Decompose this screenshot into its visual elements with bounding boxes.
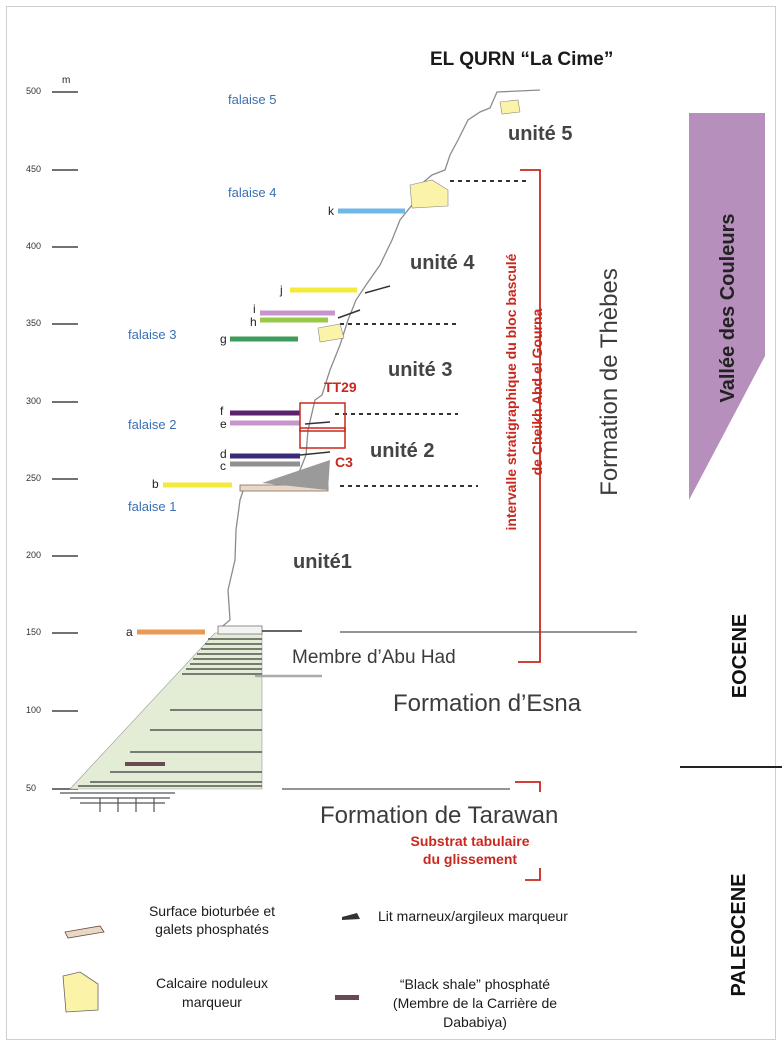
membre-abu-had: Membre d’Abu Had	[292, 647, 456, 668]
dashed-lines	[335, 180, 528, 487]
falaise-1-label: falaise 1	[128, 499, 177, 514]
marker-j: j	[280, 283, 283, 297]
tick-250: 250	[26, 473, 42, 483]
legend-calcaire-icon	[62, 971, 99, 1013]
tick-450: 450	[26, 164, 42, 174]
vallee-arrow	[689, 113, 765, 500]
c3-label: C3	[335, 454, 353, 470]
scale-unit: m	[62, 75, 71, 86]
legend-black-shale-line-3: Dababiya)	[443, 1014, 507, 1030]
unite-1-label: unité1	[293, 551, 352, 573]
marker-i: i	[253, 302, 256, 316]
formation-thebes: Formation de Thèbes	[596, 268, 623, 496]
marl-lit	[299, 451, 331, 456]
marker-c: c	[220, 459, 226, 473]
legend-black-shale-line-1: “Black shale” phosphaté	[399, 976, 551, 992]
legend-black-shale-icon	[335, 995, 359, 1000]
substrat-line-1: Substrat tabulaire	[410, 833, 530, 849]
tick-350: 350	[26, 318, 42, 328]
esna-lithology-lines	[78, 638, 262, 787]
intervalle-line-2: de Cheikh Abd el Gourna	[529, 308, 545, 476]
marl-lit	[364, 285, 391, 294]
marl-lit	[337, 309, 361, 319]
yellow-bed-unite3	[317, 323, 345, 343]
tick-300: 300	[26, 396, 42, 406]
yellow-bed-falaise4	[409, 179, 449, 209]
legend-lit-label: Lit marneux/argileux marqueur	[378, 908, 568, 924]
marker-d: d	[220, 447, 227, 461]
substrat-bracket	[515, 781, 541, 792]
tick-150: 150	[26, 627, 42, 637]
interval-bracket	[518, 169, 541, 663]
unite-2-label: unité 2	[370, 440, 435, 462]
c3-box	[299, 427, 346, 449]
formation-esna: Formation d’Esna	[393, 690, 582, 717]
tick-200: 200	[26, 550, 42, 560]
legend-bioturbee-icon	[64, 925, 105, 939]
marl-lit	[304, 421, 331, 425]
paleocene-label: PALEOCENE	[728, 873, 750, 997]
abu-had-band	[217, 625, 263, 635]
tt29-label: TT29	[324, 379, 357, 395]
legend-lit-icon	[342, 913, 360, 920]
esna-wedge	[69, 632, 263, 790]
legend-calcaire-line-2: marqueur	[182, 994, 242, 1010]
vallee-des-couleurs-label: Vallée des Couleurs	[717, 213, 739, 403]
substrat-line-2: du glissement	[422, 851, 518, 867]
marker-h: h	[250, 315, 257, 329]
formation-tarawan: Formation de Tarawan	[320, 802, 559, 829]
falaise-3-label: falaise 3	[128, 327, 177, 342]
unite-3-label: unité 3	[388, 359, 453, 381]
unite2-marl-fan	[262, 460, 330, 490]
yellow-bed-unite5	[499, 99, 521, 115]
legend-bioturbee-line-1: Surface bioturbée et	[148, 903, 276, 919]
marker-e: e	[220, 417, 227, 431]
intervalle-line-1: intervalle stratigraphique du bloc bascu…	[503, 253, 519, 531]
substrat-bracket-lower	[525, 868, 541, 881]
tick-50: 50	[26, 783, 37, 793]
legend-bioturbee-line-2: galets phosphatés	[155, 921, 269, 937]
unite-4-label: unité 4	[410, 252, 475, 274]
marker-b: b	[152, 477, 159, 491]
marker-a: a	[126, 625, 133, 639]
marker-k: k	[328, 204, 334, 218]
falaise-4-label: falaise 4	[228, 185, 277, 200]
marker-f: f	[220, 404, 224, 418]
falaise-5-label: falaise 5	[228, 92, 277, 107]
tarawan-base	[60, 792, 175, 812]
tick-400: 400	[26, 241, 42, 251]
figure-frame	[6, 6, 776, 1040]
legend-black-shale-line-2: (Membre de la Carrière de	[392, 995, 558, 1011]
black-shale-bed	[125, 762, 165, 766]
eocene-label: EOCENE	[729, 613, 751, 699]
legend-calcaire-line-1: Calcaire noduleux	[155, 975, 269, 991]
cliff-profile-line	[217, 89, 541, 631]
tick-500: 500	[26, 86, 42, 96]
marker-g: g	[220, 332, 227, 346]
tick-100: 100	[26, 705, 42, 715]
tt29-box	[299, 402, 346, 432]
figure-title: EL QURN “La Cime”	[430, 49, 614, 70]
scale-ticks	[52, 91, 78, 790]
falaise-2-label: falaise 2	[128, 417, 177, 432]
unite-5-label: unité 5	[508, 123, 573, 145]
